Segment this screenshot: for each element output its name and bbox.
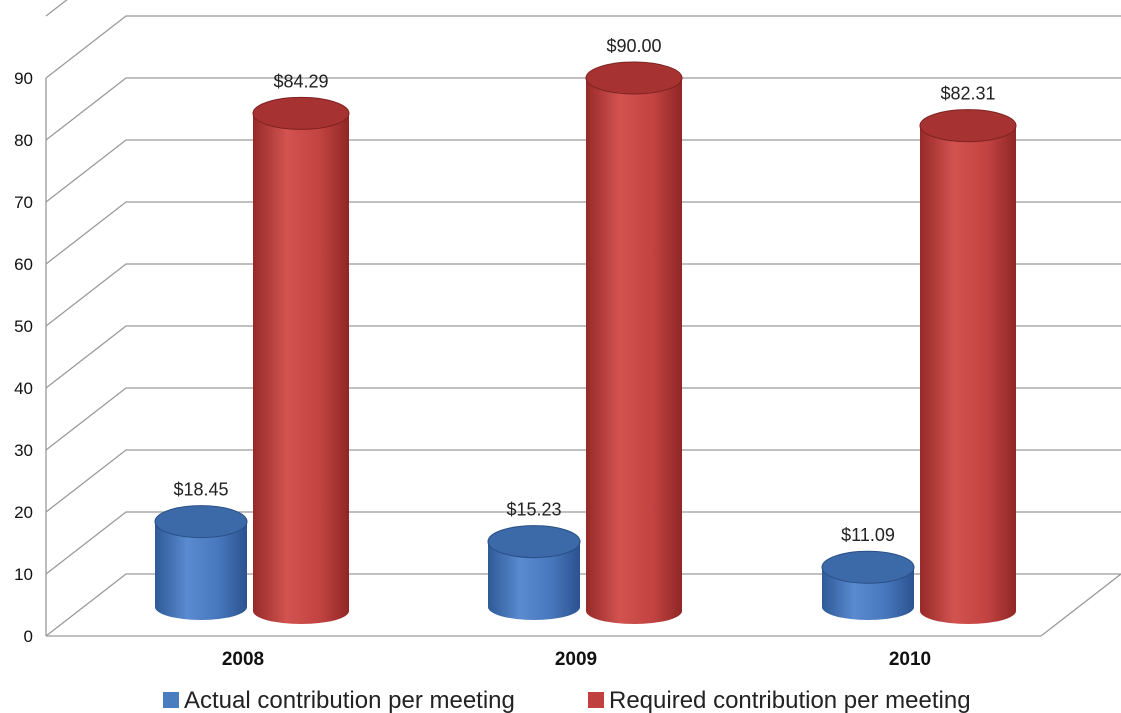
gridline [45, 573, 1121, 637]
bar [585, 61, 683, 624]
x-tick-label: 2008 [222, 649, 264, 670]
bar [252, 96, 350, 624]
gridline [45, 15, 1121, 79]
data-label: $82.31 [940, 84, 995, 104]
bar-body [920, 125, 1016, 624]
bar-top [154, 505, 248, 539]
x-tick-label: 2010 [889, 649, 931, 670]
bar-body [253, 113, 349, 624]
data-label: $84.29 [273, 71, 328, 91]
bar [821, 550, 915, 620]
bar-body [155, 521, 247, 620]
gridline [45, 263, 1121, 327]
bar-top [252, 96, 350, 130]
legend-swatch [588, 692, 604, 708]
y-tick-label: 10 [14, 565, 33, 584]
bar-top [487, 525, 581, 559]
legend-swatch [163, 692, 179, 708]
y-tick-label: 50 [14, 317, 33, 336]
gridline [45, 325, 1121, 389]
data-label: $15.23 [506, 500, 561, 520]
bar-body [586, 78, 682, 624]
y-tick-label: 30 [14, 441, 33, 460]
gridline [45, 387, 1121, 451]
bar [919, 109, 1017, 624]
y-tick-label: 80 [14, 131, 33, 150]
x-tick-label: 2009 [555, 649, 597, 670]
bar [487, 525, 581, 620]
y-tick-label: 70 [14, 193, 33, 212]
bar-top [919, 109, 1017, 143]
bar [154, 505, 248, 620]
y-tick-label: 90 [14, 69, 33, 88]
grid-lines [45, 0, 1121, 637]
data-labels: $18.45 $84.29 $15.23 $90.00 $11.09 $82.31 [173, 36, 995, 545]
gridline [45, 511, 1121, 575]
bar-body [488, 541, 580, 620]
legend-item: Actual contribution per meeting [163, 687, 515, 713]
y-tick-label: 20 [14, 503, 33, 522]
legend-label: Required contribution per meeting [609, 687, 971, 713]
y-tick-label: 40 [14, 379, 33, 398]
floor-edge [1040, 573, 1121, 637]
y-tick-label: 60 [14, 255, 33, 274]
gridline [45, 449, 1121, 513]
legend-label: Actual contribution per meeting [184, 687, 515, 713]
data-label: $90.00 [606, 36, 661, 56]
legend-item: Required contribution per meeting [588, 687, 971, 713]
gridline [45, 139, 1121, 203]
legend: Actual contribution per meeting Required … [163, 687, 971, 713]
bar-top [821, 550, 915, 584]
y-tick-label: 0 [24, 627, 33, 646]
gridline [45, 0, 68, 17]
axes: 0 10 20 30 40 50 60 70 80 90 2008 2009 2010 [14, 69, 1121, 670]
data-label: $18.45 [173, 480, 228, 500]
bars [154, 61, 1017, 624]
gridline [45, 77, 1121, 141]
data-label: $11.09 [841, 525, 895, 545]
gridline [45, 201, 1121, 265]
bar-top [585, 61, 683, 95]
